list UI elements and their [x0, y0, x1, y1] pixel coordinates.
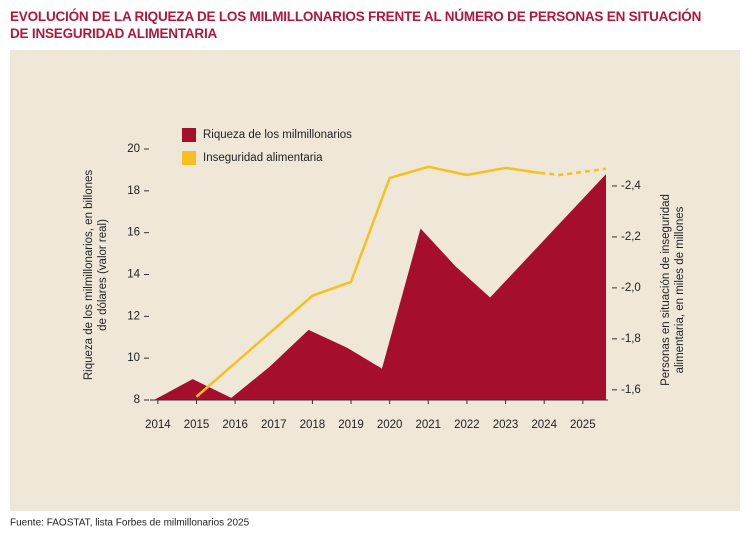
- x-tick-label: 2015: [184, 419, 210, 431]
- y-axis-title: Riqueza de los milmillonarios, en billon…: [83, 170, 109, 381]
- y2-axis-title: Personas en situación de inseguridad alim…: [660, 194, 686, 386]
- y-tick-label: 18: [127, 185, 140, 197]
- x-tick-label: 2016: [222, 419, 248, 431]
- y-tick-label: 16: [127, 227, 140, 239]
- y-tick-label: 14: [127, 269, 140, 281]
- legend-label: Inseguridad alimentaria: [203, 152, 323, 164]
- legend-swatch: [182, 151, 196, 165]
- x-tick-label: 2018: [300, 419, 326, 431]
- x-tick-label: 2014: [145, 419, 171, 431]
- y-tick-label: 12: [127, 310, 140, 322]
- x-tick-label: 2022: [454, 419, 480, 431]
- y2-tick-label: -2,0: [621, 282, 641, 294]
- legend-label: Riqueza de los milmillonarios: [203, 129, 352, 141]
- projection-line: [540, 167, 607, 177]
- area: [154, 174, 606, 400]
- y2-tick-label: -2,2: [621, 231, 641, 243]
- x-tick-label: 2025: [570, 419, 596, 431]
- y2-tick-label: -1,6: [621, 384, 641, 396]
- x-tick-label: 2023: [493, 419, 519, 431]
- panel: [10, 50, 740, 511]
- x-tick-label: 2021: [415, 419, 441, 431]
- source: Fuente: FAOSTAT, lista Forbes de milmill…: [10, 518, 250, 529]
- line: [195, 165, 541, 398]
- x-tick-label: 2019: [338, 419, 364, 431]
- chart-title: EVOLUCIÓN DE LA RIQUEZA DE LOS MILMILLON…: [10, 9, 702, 41]
- y-tick-label: 10: [127, 352, 140, 364]
- y2-tick-label: -1,8: [621, 333, 641, 345]
- x-tick-label: 2024: [531, 419, 557, 431]
- legend-swatch: [182, 128, 196, 142]
- y-tick-label: 8: [134, 394, 140, 406]
- y2-tick-label: -2,4: [621, 180, 641, 192]
- y-tick-label: 20: [127, 143, 140, 155]
- x-tick-label: 2020: [377, 419, 403, 431]
- x-tick-label: 2017: [261, 419, 287, 431]
